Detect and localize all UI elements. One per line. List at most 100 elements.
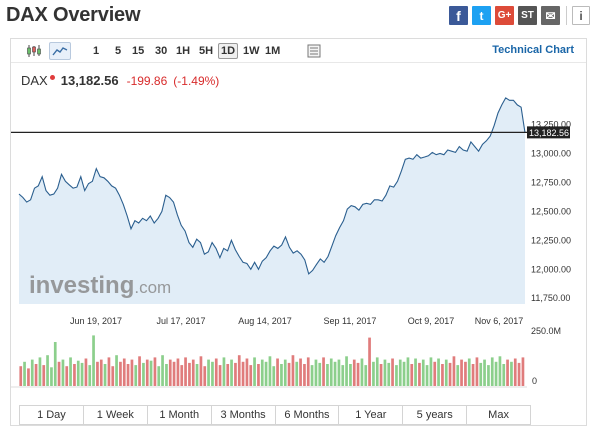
interval-1[interactable]: 1: [93, 45, 100, 57]
volume-bar: [165, 364, 168, 386]
volume-bar: [398, 359, 402, 386]
x-tick-label: Sep 11, 2017: [324, 316, 377, 326]
interval-15[interactable]: 15: [132, 45, 145, 57]
technical-chart-link[interactable]: Technical Chart: [492, 44, 574, 56]
candlestick-chart-icon[interactable]: [23, 42, 45, 60]
volume-bar: [260, 359, 264, 386]
volume-bar: [65, 366, 69, 386]
volume-bar: [42, 365, 46, 386]
volume-bar: [444, 359, 448, 386]
volume-bar: [418, 362, 421, 386]
watermark-brand: investing: [29, 272, 134, 299]
email-share-icon[interactable]: ✉: [541, 6, 560, 25]
y-tick-label: 12,500.00: [531, 206, 571, 216]
volume-bar: [61, 359, 65, 386]
volume-bar: [142, 362, 145, 386]
range-6-months[interactable]: 6 Months: [275, 406, 340, 424]
volume-bar: [268, 356, 272, 386]
quote-line: DAX 13,182.56 -199.86 (-1.49%): [21, 73, 219, 88]
google-plus-share-icon[interactable]: G+: [495, 6, 514, 25]
volume-bar: [303, 364, 306, 386]
y-tick-label: 13,000.00: [531, 149, 571, 159]
range-3-months[interactable]: 3 Months: [211, 406, 276, 424]
volume-bar: [479, 362, 483, 386]
price-line: [18, 97, 526, 275]
x-tick-label: Oct 9, 2017: [408, 316, 455, 326]
interval-30[interactable]: 30: [155, 45, 168, 57]
last-price-badge: [527, 126, 570, 139]
volume-bar: [410, 364, 414, 386]
range-5-years[interactable]: 5 years: [403, 406, 468, 424]
volume-bar: [360, 358, 364, 386]
range-1-month[interactable]: 1 Month: [147, 406, 212, 424]
volume-bar: [149, 360, 153, 386]
volume-bar: [341, 365, 345, 386]
chart-settings-icon[interactable]: [303, 42, 325, 60]
volume-bar: [96, 361, 99, 386]
volume-bar: [245, 358, 249, 386]
volume-bar: [203, 366, 207, 386]
interval-5h[interactable]: 5H: [199, 45, 214, 57]
volume-bar: [69, 357, 72, 386]
mountain-chart-icon[interactable]: [49, 42, 71, 60]
share-divider: [566, 6, 567, 25]
range-1-year[interactable]: 1 Year: [339, 406, 404, 424]
range-1-week[interactable]: 1 Week: [83, 406, 148, 424]
info-icon[interactable]: i: [572, 6, 590, 25]
volume-bar: [253, 357, 256, 386]
chart-widget: 1 5 15 30 1H 5H 1D 1W 1M Technical Chart DAX 13,1…: [10, 38, 587, 426]
interval-5[interactable]: 5: [115, 45, 122, 57]
volume-bar: [441, 364, 444, 386]
x-tick-label: Jul 17, 2017: [156, 316, 205, 326]
volume-bar: [211, 361, 214, 386]
volume-bar: [188, 362, 191, 386]
volume-bar: [249, 365, 253, 386]
volume-bar: [46, 355, 49, 386]
volume-bar: [57, 361, 61, 386]
volume-bar: [237, 355, 241, 386]
volume-bar: [364, 365, 368, 386]
volume-bar: [126, 364, 130, 386]
volume-bar: [425, 365, 429, 386]
volume-bar: [291, 355, 295, 386]
y-tick-label: 12,750.00: [531, 177, 571, 187]
volume-bar: [452, 356, 456, 386]
volume-bar: [80, 362, 84, 386]
page-header: DAX Overview f t G+ ST ✉ i: [0, 0, 597, 32]
volume-bar: [99, 359, 103, 386]
facebook-share-icon[interactable]: f: [449, 6, 468, 25]
volume-bar: [157, 366, 161, 386]
volume-bar: [333, 361, 337, 386]
volume-bar: [234, 362, 237, 386]
interval-1d[interactable]: 1D: [218, 43, 239, 59]
interval-1m[interactable]: 1M: [265, 45, 281, 57]
volume-bar: [207, 359, 210, 386]
volume-bar: [92, 335, 95, 386]
volume-bar: [483, 359, 486, 386]
twitter-share-icon[interactable]: t: [472, 6, 491, 25]
volume-bar: [222, 357, 226, 386]
range-1-day[interactable]: 1 Day: [20, 406, 84, 424]
volume-bar: [383, 359, 387, 386]
volume-bar: [314, 359, 318, 386]
volume-bar: [421, 359, 425, 386]
range-max[interactable]: Max: [467, 406, 530, 424]
volume-bar: [326, 364, 329, 386]
volume-bar: [199, 356, 203, 386]
volume-bar: [241, 361, 245, 386]
volume-bar: [53, 342, 57, 386]
y-tick-label: 12,000.00: [531, 264, 571, 274]
volume-bar: [214, 358, 218, 386]
interval-1w[interactable]: 1W: [243, 45, 260, 57]
volume-bar: [161, 355, 164, 386]
volume-bar: [448, 362, 452, 386]
volume-bar: [379, 364, 383, 386]
interval-1h[interactable]: 1H: [176, 45, 191, 57]
volume-bar: [115, 355, 118, 386]
volume-bar: [506, 359, 509, 386]
y-tick-label: 12,250.00: [531, 235, 571, 245]
price-chart[interactable]: investing.com 13,250.00 13,000.00 12,750.00…: [11, 39, 586, 405]
volume-bar: [276, 358, 279, 386]
volume-bar: [402, 361, 406, 386]
stocktwits-share-icon[interactable]: ST: [518, 6, 537, 25]
